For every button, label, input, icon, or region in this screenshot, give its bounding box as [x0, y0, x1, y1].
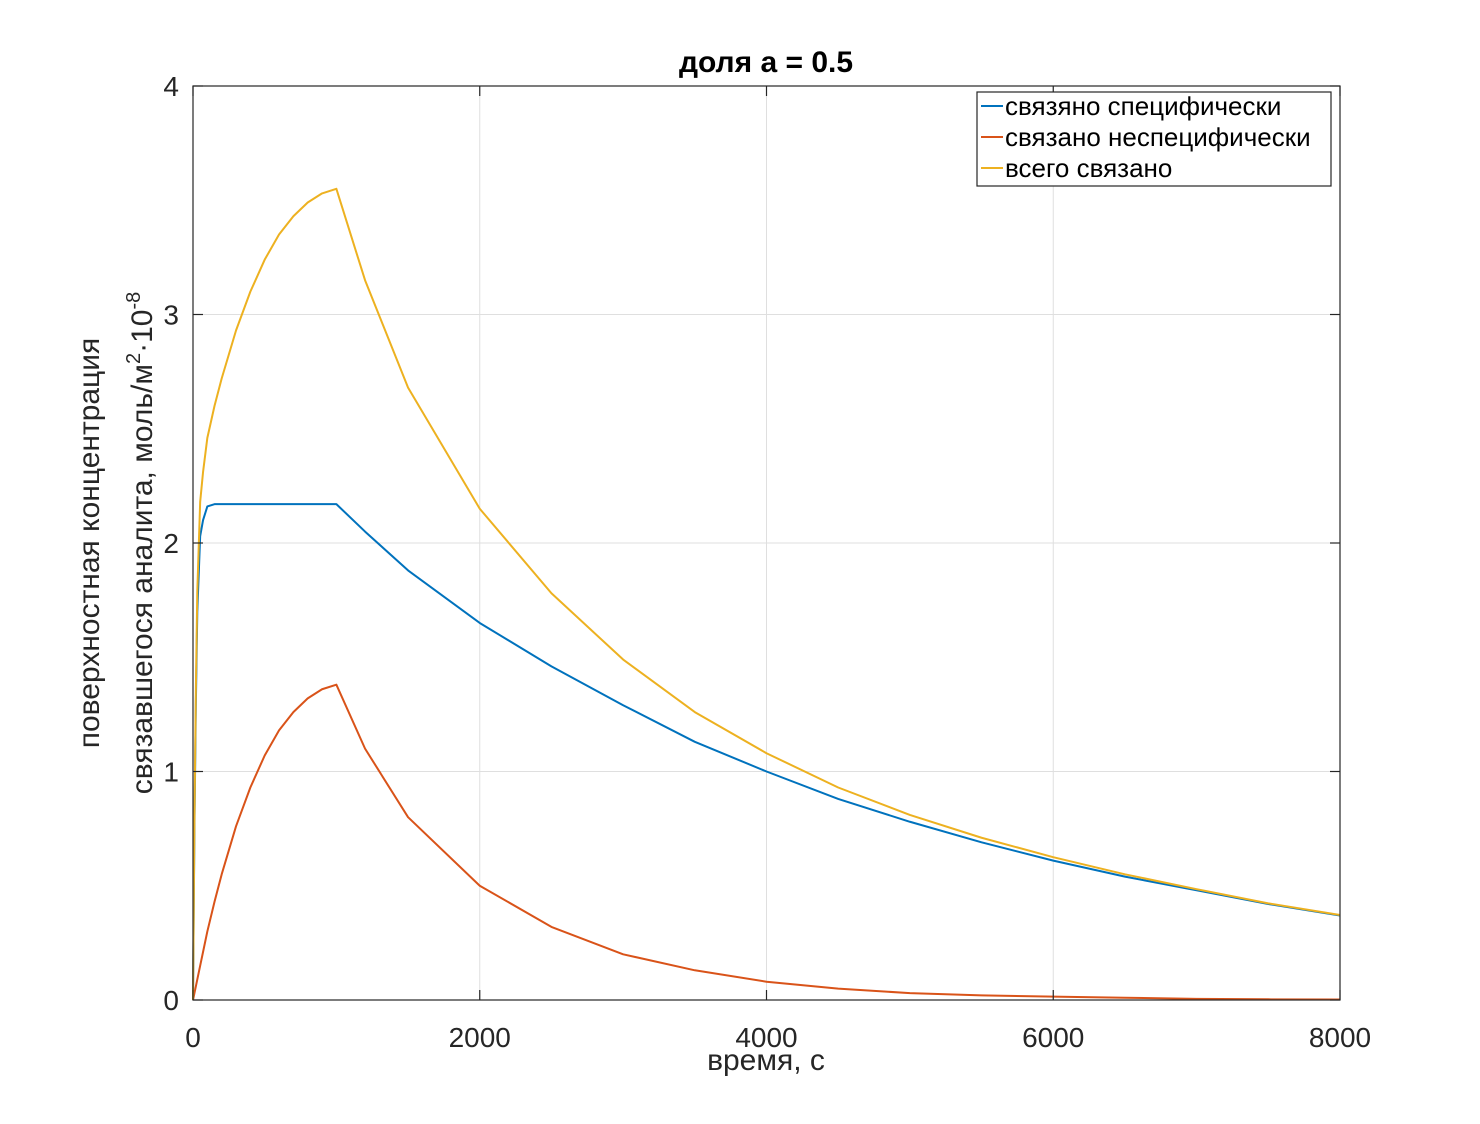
x-tick-label: 4000 — [735, 1022, 797, 1053]
y-axis-label-sup1: 2 — [123, 353, 145, 364]
legend-label-specific: связяно специфически — [1005, 91, 1281, 121]
chart-title: доля a = 0.5 — [679, 46, 853, 79]
y-tick-label: 1 — [163, 757, 179, 788]
x-axis-label: время, с — [707, 1044, 825, 1077]
y-axis-label-sup2: -8 — [123, 292, 145, 310]
y-axis-label-line2-text: связавшегося аналита, моль/м — [126, 364, 159, 794]
legend-label-nonspecific: связано неспецифически — [1005, 122, 1311, 152]
x-tick-label: 2000 — [449, 1022, 511, 1053]
x-tick-label: 8000 — [1309, 1022, 1371, 1053]
axis-ticks — [192, 85, 1341, 1001]
y-tick-label: 2 — [163, 528, 179, 559]
legend-box — [976, 91, 1332, 187]
series-lines — [192, 187, 1341, 1001]
x-tick-label: 0 — [185, 1022, 201, 1053]
legend: связяно специфически связано неспецифиче… — [976, 91, 1332, 187]
series-line-nonspecific — [192, 683, 1341, 1001]
y-tick-label: 0 — [163, 985, 179, 1016]
y-axis-label-line2: связавшегося аналита, моль/м2·10-8 — [123, 292, 159, 795]
series-line-total — [192, 187, 1341, 1001]
y-axis-label-line1: поверхностная концентрация — [73, 338, 106, 749]
x-tick-label: 6000 — [1022, 1022, 1084, 1053]
y-tick-label: 4 — [163, 71, 179, 102]
series-line-specific — [192, 503, 1341, 1001]
y-axis-label-mid: ·10 — [126, 310, 159, 353]
legend-label-total: всего связано — [1005, 153, 1172, 183]
y-tick-label: 3 — [163, 300, 179, 331]
